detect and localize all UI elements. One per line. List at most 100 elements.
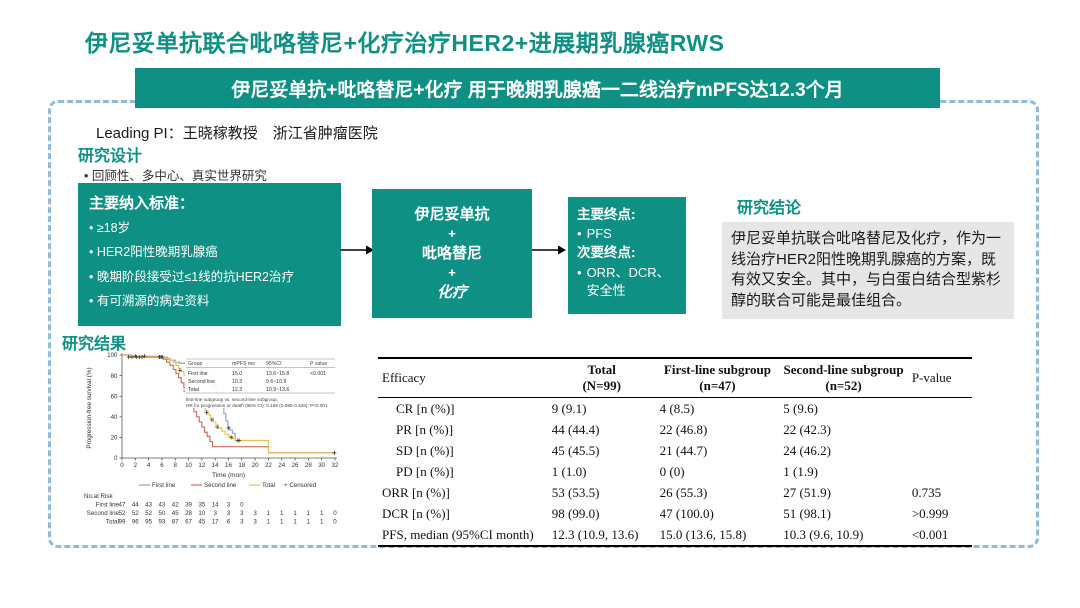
- row-label: ORR [n (%)]: [382, 484, 450, 500]
- cell-value: 1 (1.0): [551, 463, 587, 479]
- svg-text:93: 93: [158, 519, 165, 526]
- bullet-icon: •: [577, 264, 582, 280]
- svg-text:40: 40: [111, 414, 118, 421]
- svg-text:43: 43: [145, 502, 152, 509]
- svg-text:20: 20: [252, 462, 259, 469]
- svg-text:95%CI: 95%CI: [266, 361, 282, 367]
- headline-banner: 伊尼妥单抗+吡咯替尼+化疗 用于晚期乳腺癌一二线治疗mPFS达12.3个月: [135, 68, 940, 108]
- km-figure: 0 20 40 60 80 100 0 2 4 6 8 10 12 14 16 18 20 22 24 26 28 30 3…: [82, 346, 370, 532]
- cell-value: 24 (46.2): [783, 442, 831, 458]
- svg-text:3: 3: [213, 510, 217, 517]
- svg-text:1: 1: [293, 519, 297, 526]
- cell-value: 10.3 (9.6, 10.9): [783, 526, 864, 542]
- svg-text:Total: Total: [188, 387, 199, 393]
- svg-text:1: 1: [280, 519, 284, 526]
- svg-text:10: 10: [198, 510, 205, 517]
- cell-value: 9 (9.1): [551, 400, 587, 416]
- svg-text:1: 1: [267, 510, 271, 517]
- svg-text:Second line: Second line: [204, 482, 237, 489]
- svg-text:4: 4: [147, 462, 151, 469]
- svg-text:First line: First line: [96, 502, 120, 509]
- row-label: DCR [n (%)]: [382, 505, 450, 521]
- svg-text:44: 44: [132, 502, 139, 509]
- treatment-line: 吡咯替尼: [421, 244, 482, 262]
- svg-text:99: 99: [119, 519, 126, 526]
- svg-text:52: 52: [132, 510, 139, 517]
- table-header-row: Efficacy Total (N=99) First-line subgroup (n…: [378, 358, 972, 398]
- svg-text:24: 24: [278, 462, 285, 469]
- conclusion-box: 伊尼妥单抗联合吡咯替尼及化疗，作为一线治疗HER2阳性晚期乳腺癌的方案，既有效又…: [722, 222, 1014, 319]
- svg-text:15.0: 15.0: [232, 371, 242, 377]
- svg-text:12: 12: [198, 462, 205, 469]
- svg-text:14: 14: [212, 462, 219, 469]
- svg-text:20: 20: [111, 435, 118, 442]
- treatment-box: 伊尼妥单抗 + 吡咯替尼 + 化疗: [372, 189, 532, 318]
- svg-text:3: 3: [227, 510, 231, 517]
- svg-text:Total: Total: [106, 519, 119, 526]
- svg-text:28: 28: [185, 510, 192, 517]
- column-header: P-value: [907, 358, 972, 398]
- row-label: SD [n (%)]: [396, 442, 454, 458]
- svg-text:9.6~10.9: 9.6~10.9: [266, 379, 286, 385]
- plus-sign: +: [448, 265, 456, 281]
- svg-text:30: 30: [318, 462, 325, 469]
- svg-text:45: 45: [198, 519, 205, 526]
- flow-arrow-icon: [532, 245, 566, 255]
- inclusion-criteria-box: 主要纳入标准： • ≥18岁 • HER2阳性晚期乳腺癌 • 晚期阶段接受过≤1…: [78, 183, 341, 326]
- svg-text:Time (mon): Time (mon): [212, 472, 245, 479]
- table-row: PD [n (%)] 1 (1.0) 0 (0) 1 (1.9): [378, 461, 972, 482]
- svg-text:32: 32: [332, 462, 339, 469]
- svg-text:0: 0: [333, 510, 337, 517]
- design-bullet: • 回顾性、多中心、真实世界研究: [84, 169, 267, 183]
- inclusion-item: • 晚期阶段接受过≤1线的抗HER2治疗: [89, 269, 295, 284]
- svg-text:First line: First line: [152, 482, 176, 489]
- section-heading-results: 研究结果: [62, 336, 127, 353]
- cell-value: 98 (99.0): [551, 505, 600, 521]
- svg-text:3: 3: [253, 510, 257, 517]
- svg-text:10.3: 10.3: [232, 379, 242, 385]
- column-header: Total (N=99): [547, 358, 656, 398]
- page-title: 伊尼妥单抗联合吡咯替尼+化疗治疗HER2+进展期乳腺癌RWS: [85, 30, 725, 56]
- svg-text:mPFS mo: mPFS mo: [232, 361, 255, 367]
- svg-text:80: 80: [111, 373, 118, 380]
- cell-value: 45 (45.5): [551, 442, 600, 458]
- svg-text:2: 2: [134, 462, 138, 469]
- svg-text:1: 1: [307, 519, 311, 526]
- svg-text:First line: First line: [188, 371, 208, 377]
- cell-value: 44 (44.4): [551, 421, 600, 437]
- svg-text:96: 96: [132, 519, 139, 526]
- table-row: ORR [n (%)] 53 (53.5) 26 (55.3) 27 (51.9) 0.…: [378, 482, 972, 503]
- svg-text:0: 0: [240, 502, 244, 509]
- svg-text:87: 87: [172, 519, 179, 526]
- inclusion-item: • ≥18岁: [89, 221, 131, 235]
- svg-text:Progression-free survival (%): Progression-free survival (%): [86, 367, 93, 448]
- svg-text:18: 18: [238, 462, 245, 469]
- svg-text:No.at Risk: No.at Risk: [84, 493, 113, 500]
- svg-text:<0.001: <0.001: [310, 371, 326, 377]
- inclusion-title: 主要纳入标准：: [89, 195, 195, 212]
- cell-value: [908, 440, 972, 461]
- svg-text:1: 1: [280, 510, 284, 517]
- svg-text:17: 17: [212, 519, 219, 526]
- svg-text:first-line subgroup vs. second: first-line subgroup vs. second-line subg…: [186, 397, 278, 402]
- cell-value: 21 (44.7): [659, 442, 708, 458]
- cell-value: 4 (8.5): [659, 400, 695, 416]
- svg-text:3: 3: [227, 502, 231, 509]
- svg-text:35: 35: [198, 502, 205, 509]
- column-header: Second-line subgroup (n=52): [779, 358, 908, 398]
- svg-text:0: 0: [114, 455, 118, 462]
- column-header: Efficacy: [378, 358, 548, 398]
- flow-arrow-icon: [340, 245, 374, 255]
- bullet-icon: •: [577, 226, 582, 242]
- svg-text:13.6~15.8: 13.6~15.8: [266, 371, 289, 377]
- svg-text:Total: Total: [262, 482, 275, 489]
- svg-text:43: 43: [158, 502, 165, 509]
- svg-text:67: 67: [185, 519, 192, 526]
- secondary-endpoint-label: 次要终点:: [577, 245, 636, 261]
- cell-value: 0.735: [911, 484, 942, 500]
- treatment-line: 化疗: [436, 283, 467, 301]
- svg-text:3: 3: [240, 519, 244, 526]
- treatment-line: 伊尼妥单抗: [414, 206, 490, 224]
- cell-value: <0.001: [911, 526, 949, 542]
- cell-value: 15.0 (13.6, 15.8): [659, 526, 747, 542]
